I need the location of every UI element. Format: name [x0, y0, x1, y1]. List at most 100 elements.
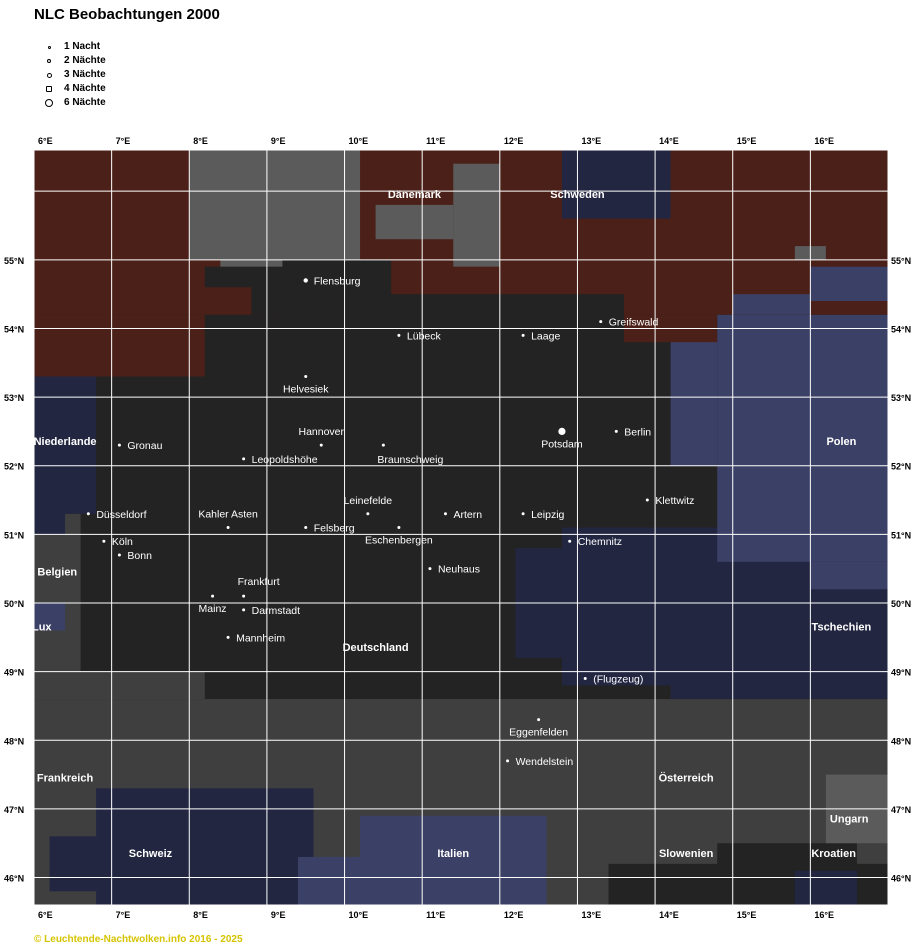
lon-tick-label-bottom: 11°E — [426, 910, 445, 920]
station-label: Neuhaus — [438, 564, 480, 576]
station-label: Laage — [531, 330, 560, 342]
legend-label: 3 Nächte — [64, 69, 106, 80]
lat-tick-label-left: 46°N — [4, 874, 24, 884]
station-marker-icon — [226, 526, 230, 529]
map-area[interactable]: 6°E 6°E 7°E 7°E 8°E 8°E 9°E 9°E 10°E 10°E 11°E 11°E… — [0, 134, 920, 924]
station-label: Eschenbergen — [365, 535, 433, 547]
station-label: (Flugzeug) — [593, 674, 643, 686]
country-label: Schweiz — [129, 848, 173, 860]
country-label: Lux — [32, 621, 52, 633]
legend-marker-icon — [46, 72, 52, 78]
country-label: Italien — [437, 848, 469, 860]
denmark-jutland-region — [189, 150, 361, 260]
lon-tick-label-bottom: 16°E — [814, 910, 834, 920]
station-label: Greifswald — [609, 317, 659, 329]
lon-tick-label-bottom: 10°E — [349, 910, 369, 920]
legend-label: 2 Nächte — [64, 55, 106, 66]
lon-tick-label-bottom: 9°E — [271, 910, 286, 920]
station-marker-icon — [428, 567, 432, 571]
station-label: Darmstadt — [252, 605, 301, 617]
lon-tick-label-top: 14°E — [659, 136, 679, 146]
station-marker-icon — [102, 539, 106, 543]
legend-label: 1 Nacht — [64, 41, 101, 52]
country-label: Slowenien — [659, 848, 714, 860]
station-marker-icon — [614, 429, 618, 433]
netherlands-coast-region — [34, 369, 66, 535]
legend-row-4: 4 Nächte — [34, 82, 106, 96]
lat-tick-label-left: 48°N — [4, 736, 24, 746]
lat-tick-label-left: 55°N — [4, 256, 24, 266]
copyright-notice: © Leuchtende-Nachtwolken.info 2016 - 202… — [34, 934, 243, 945]
station-marker-icon — [568, 539, 572, 543]
station-label: Eggenfelden — [509, 727, 568, 739]
station-label: Potsdam — [541, 438, 583, 450]
station-marker-icon — [304, 375, 308, 378]
station-label: Chemnitz — [578, 536, 622, 548]
map-canvas[interactable]: 6°E 6°E 7°E 7°E 8°E 8°E 9°E 9°E 10°E 10°E 11°E 11°E… — [0, 134, 920, 924]
station-label: Felsberg — [314, 523, 355, 535]
lon-tick-label-bottom: 12°E — [504, 910, 524, 920]
lat-tick-label-right: 49°N — [891, 668, 911, 678]
denmark-funen-region — [375, 204, 454, 240]
lon-tick-label-top: 13°E — [581, 136, 601, 146]
lon-tick-label-bottom: 6°E — [38, 910, 53, 920]
station-marker-icon — [117, 553, 121, 557]
legend-label: 6 Nächte — [64, 97, 106, 108]
switzerland-region — [96, 788, 314, 905]
lat-tick-label-left: 54°N — [4, 324, 24, 334]
station-label: Leipzig — [531, 509, 564, 521]
station-label: Bonn — [127, 550, 152, 562]
legend-row-1: 1 Nacht — [34, 40, 106, 54]
country-label: Österreich — [659, 771, 714, 784]
denmark-zealand-region — [453, 163, 500, 267]
station-label: Köln — [112, 536, 133, 548]
france-north-region — [34, 671, 205, 700]
legend-row-5: 6 Nächte — [34, 96, 106, 110]
station-marker-icon — [242, 457, 246, 461]
belgium-region — [34, 513, 81, 672]
station-marker-icon — [645, 498, 649, 502]
legend: 1 Nacht 2 Nächte 3 Nächte 4 Nächte 6 Näc… — [34, 40, 106, 110]
station-label: Lübeck — [407, 330, 442, 342]
station-label: Gronau — [127, 440, 162, 452]
station-marker-icon — [117, 443, 121, 447]
mecklenburg-region — [282, 294, 625, 329]
station-marker-icon — [304, 526, 308, 529]
station-label: Leopoldshöhe — [252, 454, 318, 466]
poland-coast-east-region — [732, 294, 811, 315]
lat-tick-label-right: 47°N — [891, 805, 911, 815]
lat-tick-label-left: 51°N — [4, 530, 24, 540]
lon-tick-label-top: 9°E — [271, 136, 286, 146]
north-sea-coast-region — [34, 314, 205, 377]
station-marker-icon — [381, 443, 385, 447]
station-label: Leinefelde — [344, 495, 393, 507]
station-marker-icon — [521, 512, 525, 516]
station-marker-icon — [303, 278, 308, 283]
station-label: Braunschweig — [377, 454, 443, 466]
lon-tick-label-top: 12°E — [504, 136, 524, 146]
station-label: Mannheim — [236, 632, 285, 644]
legend-marker-icon — [45, 99, 53, 107]
station-label: Klettwitz — [655, 495, 694, 507]
station-label: Berlin — [624, 426, 651, 438]
lat-tick-label-right: 54°N — [891, 324, 911, 334]
country-label: Schweden — [550, 189, 605, 201]
poland-region — [717, 314, 888, 562]
station-marker-icon — [506, 759, 510, 763]
lon-tick-label-bottom: 13°E — [581, 910, 601, 920]
lon-tick-label-top: 7°E — [116, 136, 131, 146]
station-marker-icon — [558, 427, 566, 436]
country-labels: Dänemark Schweden Niederlande Polen Belgien L… — [32, 189, 872, 860]
station-marker-icon — [242, 594, 246, 598]
lon-tick-label-top: 16°E — [814, 136, 834, 146]
country-label: Ungarn — [830, 814, 869, 826]
station-marker-icon — [443, 512, 447, 516]
station-label: Düsseldorf — [96, 509, 146, 521]
axis-labels: 6°E 6°E 7°E 7°E 8°E 8°E 9°E 9°E 10°E 10°E 11°E 11°E… — [4, 136, 911, 920]
legend-marker-icon — [46, 86, 52, 92]
station-marker-icon — [537, 718, 541, 722]
country-label: Dänemark — [388, 189, 442, 201]
station-label: Hannover — [298, 426, 344, 438]
poland-coast-region — [810, 266, 888, 301]
station-label: Mainz — [199, 603, 227, 615]
